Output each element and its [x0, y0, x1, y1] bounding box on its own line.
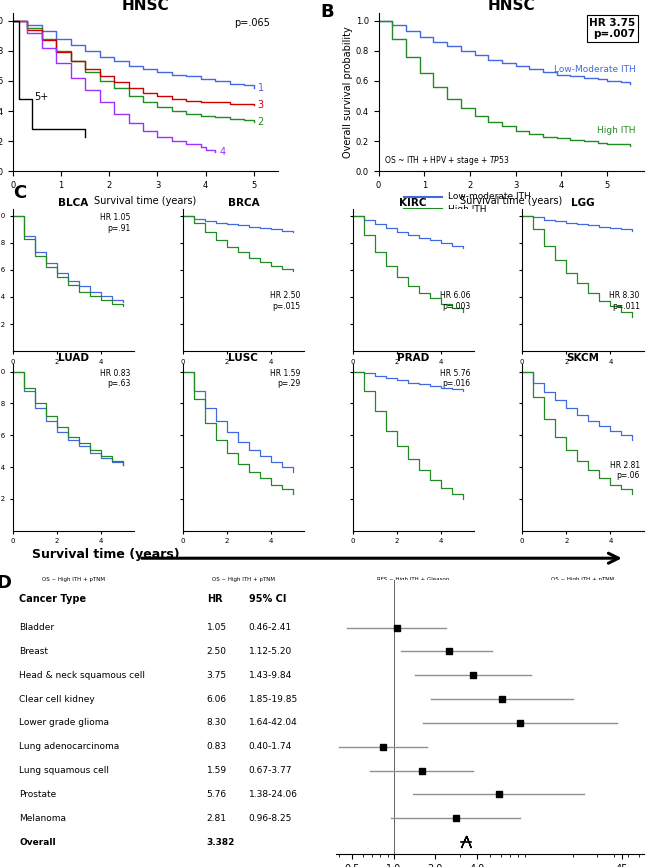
Text: 0.96-8.25: 0.96-8.25: [249, 814, 292, 823]
Text: OS ~ High ITH + pTNM + Grade: OS ~ High ITH + pTNM + Grade: [369, 391, 457, 396]
Text: OS ~ High ITH + pTNM + Receptors: OS ~ High ITH + pTNM + Receptors: [194, 391, 292, 396]
Y-axis label: Overall survival probability: Overall survival probability: [343, 26, 353, 158]
Title: SKCM: SKCM: [566, 353, 599, 363]
Text: D: D: [0, 575, 12, 592]
Title: PRAD: PRAD: [397, 353, 429, 363]
Text: OS ~ High ITH + pTNM: OS ~ High ITH + pTNM: [42, 577, 105, 583]
Text: HR 2.81
p=.06: HR 2.81 p=.06: [610, 460, 640, 480]
Title: KIRC: KIRC: [399, 199, 427, 208]
Text: C: C: [13, 184, 26, 202]
Text: 5.76: 5.76: [207, 790, 227, 799]
Text: HR 0.83
p=.63: HR 0.83 p=.63: [100, 368, 131, 388]
Text: Low-moderate ITH: Low-moderate ITH: [448, 192, 531, 201]
Text: Cancer Type: Cancer Type: [20, 594, 86, 603]
Text: HR 3.75
p=.007: HR 3.75 p=.007: [590, 17, 636, 39]
Text: 95% CI: 95% CI: [249, 594, 286, 603]
Title: BLCA: BLCA: [58, 199, 89, 208]
Text: Overall: Overall: [20, 838, 56, 846]
Text: B: B: [320, 3, 334, 22]
Text: HR 1.59
p=.29: HR 1.59 p=.29: [270, 368, 300, 388]
Text: 2.81: 2.81: [207, 814, 227, 823]
Text: Breast: Breast: [20, 647, 49, 656]
Text: High ITH: High ITH: [448, 205, 487, 213]
Text: 1.64-42.04: 1.64-42.04: [249, 719, 298, 727]
Text: Survival time (years): Survival time (years): [32, 548, 179, 561]
Title: LGG: LGG: [571, 199, 595, 208]
Text: 1.12-5.20: 1.12-5.20: [249, 647, 292, 656]
Text: HR: HR: [207, 594, 222, 603]
Text: High ITH: High ITH: [597, 127, 636, 135]
Polygon shape: [462, 836, 471, 848]
Text: 3.382: 3.382: [207, 838, 235, 846]
Text: Melanoma: Melanoma: [20, 814, 66, 823]
Title: BRCA: BRCA: [227, 199, 259, 208]
Text: 1.85-19.85: 1.85-19.85: [249, 694, 298, 704]
Text: 1.38-24.06: 1.38-24.06: [249, 790, 298, 799]
Text: 1.59: 1.59: [207, 766, 227, 775]
Text: HR 5.76
p=.016: HR 5.76 p=.016: [439, 368, 470, 388]
Text: p=.065: p=.065: [234, 17, 270, 28]
Text: OS ~ High ITH + IDH/1p-19q: OS ~ High ITH + IDH/1p-19q: [543, 391, 622, 396]
Text: Clear cell kidney: Clear cell kidney: [20, 694, 95, 704]
Text: HR 6.06
p=.003: HR 6.06 p=.003: [439, 291, 470, 311]
Text: Lower grade glioma: Lower grade glioma: [20, 719, 109, 727]
Text: OS ~ ITH + HPV + stage + $\it{TP53}$: OS ~ ITH + HPV + stage + $\it{TP53}$: [384, 153, 510, 166]
Text: 3.75: 3.75: [207, 671, 227, 680]
Text: HR 2.50
p=.015: HR 2.50 p=.015: [270, 291, 300, 311]
Text: 0.46-2.41: 0.46-2.41: [249, 623, 292, 632]
Text: Lung squamous cell: Lung squamous cell: [20, 766, 109, 775]
Text: RFS ~ High ITH + Gleason
+ PSA + RT + Residual Tumor: RFS ~ High ITH + Gleason + PSA + RT + Re…: [372, 577, 454, 588]
Text: Low-Moderate ITH: Low-Moderate ITH: [554, 65, 636, 74]
Text: Head & neck squamous cell: Head & neck squamous cell: [20, 671, 146, 680]
Text: 1.43-9.84: 1.43-9.84: [249, 671, 292, 680]
Text: Bladder: Bladder: [20, 623, 55, 632]
Text: 0.67-3.77: 0.67-3.77: [249, 766, 292, 775]
Text: Lung adenocarcinoma: Lung adenocarcinoma: [20, 742, 120, 752]
Text: HR 8.30
p=.011: HR 8.30 p=.011: [610, 291, 640, 311]
Text: 1: 1: [257, 83, 264, 94]
X-axis label: Survival time (years): Survival time (years): [460, 196, 562, 205]
Text: 2.50: 2.50: [207, 647, 227, 656]
Title: LUSC: LUSC: [228, 353, 258, 363]
Text: 0.83: 0.83: [207, 742, 227, 752]
Title: HNSC: HNSC: [488, 0, 535, 13]
Text: 1.05: 1.05: [207, 623, 227, 632]
Text: OS ~ High ITH + pTNM: OS ~ High ITH + pTNM: [551, 577, 614, 583]
Text: OS ~ High ITH + pTNM: OS ~ High ITH + pTNM: [212, 577, 275, 583]
Text: 3: 3: [257, 100, 264, 110]
Text: 8.30: 8.30: [207, 719, 227, 727]
Title: LUAD: LUAD: [58, 353, 89, 363]
Text: 5+: 5+: [34, 93, 49, 102]
Text: 6.06: 6.06: [207, 694, 227, 704]
Text: OS ~ High ITH + pTNM: OS ~ High ITH + pTNM: [42, 391, 105, 396]
X-axis label: Survival time (years): Survival time (years): [94, 196, 196, 205]
Text: Prostate: Prostate: [20, 790, 57, 799]
Text: 2: 2: [257, 117, 264, 127]
Text: 4: 4: [219, 147, 226, 157]
Text: HR 1.05
p=.91: HR 1.05 p=.91: [100, 213, 131, 232]
Text: 0.40-1.74: 0.40-1.74: [249, 742, 292, 752]
Title: HNSC: HNSC: [122, 0, 169, 13]
